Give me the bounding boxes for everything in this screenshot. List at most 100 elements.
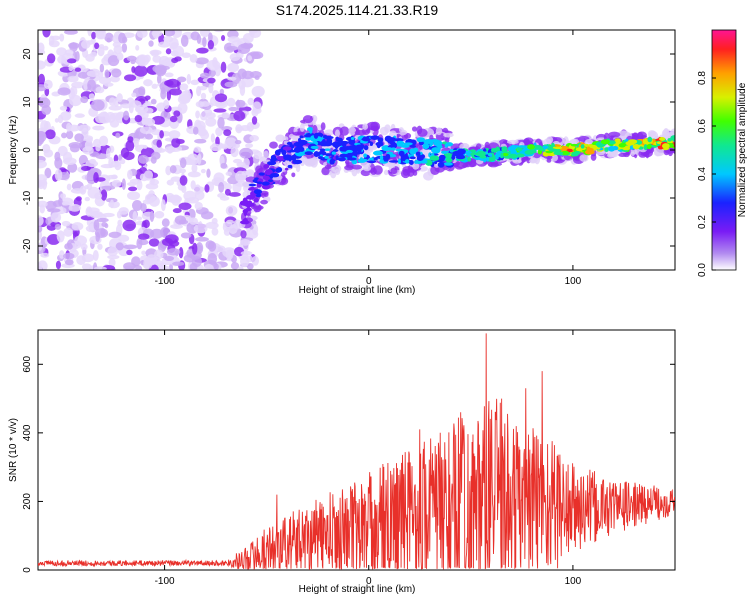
- noise-blob: [161, 218, 170, 227]
- ridge-blob: [429, 155, 440, 161]
- noise-blob: [70, 85, 78, 97]
- noise-blob: [208, 32, 213, 42]
- noise-blob: [38, 200, 48, 208]
- ridge-halo-blob: [354, 129, 367, 136]
- ridge-blob: [449, 148, 454, 153]
- noise-blob: [204, 264, 214, 270]
- noise-blob: [92, 249, 99, 261]
- ridge-blob: [246, 194, 256, 200]
- ridge-blob: [625, 141, 635, 146]
- ridge-blob: [325, 153, 332, 157]
- ridge-halo-blob: [530, 157, 537, 163]
- noise-blob: [178, 168, 187, 174]
- x-tick-label: 0: [366, 276, 372, 287]
- ridge-halo-blob: [269, 141, 278, 149]
- noise-blob: [64, 30, 78, 35]
- noise-blob: [239, 84, 246, 96]
- noise-blob: [195, 101, 205, 108]
- ridge-blob: [339, 153, 348, 158]
- noise-blob: [154, 64, 167, 75]
- noise-blob: [43, 79, 53, 90]
- noise-blob: [128, 186, 138, 192]
- noise-blob: [210, 133, 215, 143]
- noise-blob: [134, 115, 143, 123]
- noise-blob: [45, 129, 56, 140]
- ridge-halo-blob: [506, 139, 519, 145]
- ridge-blob: [398, 150, 405, 157]
- noise-blob: [95, 231, 101, 243]
- noise-blob: [165, 48, 172, 55]
- ridge-blob: [384, 147, 393, 151]
- ridge-blob: [574, 150, 581, 155]
- noise-blob: [187, 92, 192, 100]
- ridge-blob: [350, 137, 355, 141]
- ridge-halo-blob: [371, 143, 378, 150]
- noise-blob: [136, 237, 143, 250]
- ridge-blob: [441, 150, 448, 154]
- ridge-blob: [404, 159, 410, 164]
- noise-blob: [104, 69, 110, 79]
- ridge-blob: [438, 154, 446, 160]
- ridge-halo-blob: [275, 134, 285, 142]
- noise-blob: [169, 115, 178, 123]
- y-tick-label: 20: [22, 48, 33, 60]
- noise-blob: [239, 239, 251, 246]
- ridge-blob: [643, 144, 648, 151]
- noise-blob: [172, 208, 182, 214]
- ridge-blob: [425, 159, 433, 166]
- noise-blob: [179, 83, 189, 91]
- noise-blob: [93, 266, 107, 270]
- ridge-halo-blob: [521, 157, 527, 163]
- ridge-blob: [433, 140, 443, 147]
- ridge-blob: [337, 137, 343, 143]
- ridge-blob: [323, 135, 334, 140]
- ridge-halo-blob: [263, 150, 269, 159]
- ridge-halo-blob: [406, 167, 415, 177]
- ridge-halo-blob: [362, 123, 369, 130]
- figure-title: S174.2025.114.21.33.R19: [276, 2, 439, 18]
- noise-blob: [104, 82, 114, 87]
- noise-blob: [94, 42, 100, 50]
- noise-blob: [62, 157, 77, 165]
- noise-blob: [179, 175, 188, 186]
- ridge-blob: [434, 161, 438, 165]
- ridge-halo-blob: [423, 171, 434, 181]
- noise-blob: [115, 132, 121, 139]
- noise-blob: [102, 180, 109, 186]
- ridge-blob: [437, 161, 445, 168]
- noise-blob: [206, 168, 211, 178]
- ridge-blob: [501, 146, 508, 153]
- noise-blob: [143, 257, 153, 269]
- noise-blob: [135, 45, 140, 51]
- noise-blob: [40, 120, 49, 132]
- ridge-blob: [324, 155, 329, 159]
- noise-blob: [91, 212, 103, 218]
- noise-blob: [208, 83, 214, 94]
- noise-blob: [135, 104, 149, 114]
- ridge-blob: [422, 143, 430, 150]
- ridge-halo-blob: [411, 126, 418, 132]
- noise-blob: [101, 185, 116, 190]
- noise-blob: [131, 199, 143, 212]
- ridge-blob: [500, 152, 504, 159]
- snr-axes: -100 0 100 0 200 400 600: [22, 330, 675, 587]
- noise-blob: [97, 243, 103, 250]
- noise-blob: [143, 79, 153, 87]
- noise-blob: [206, 59, 221, 71]
- noise-blob: [171, 194, 181, 206]
- noise-blob: [64, 242, 73, 250]
- noise-blob: [98, 111, 110, 124]
- ridge-blob: [580, 144, 585, 149]
- noise-blob: [54, 157, 63, 169]
- noise-blob: [116, 93, 123, 103]
- ridge-blob: [363, 153, 367, 158]
- noise-blob: [83, 79, 88, 91]
- ridge-halo-blob: [638, 150, 648, 158]
- ridge-halo-blob: [263, 192, 269, 197]
- ridge-halo-blob: [608, 131, 621, 138]
- ridge-blob: [261, 181, 270, 186]
- ridge-blob: [386, 137, 397, 142]
- noise-blob: [200, 111, 208, 121]
- ridge-blob: [283, 154, 290, 161]
- noise-blob: [119, 159, 126, 165]
